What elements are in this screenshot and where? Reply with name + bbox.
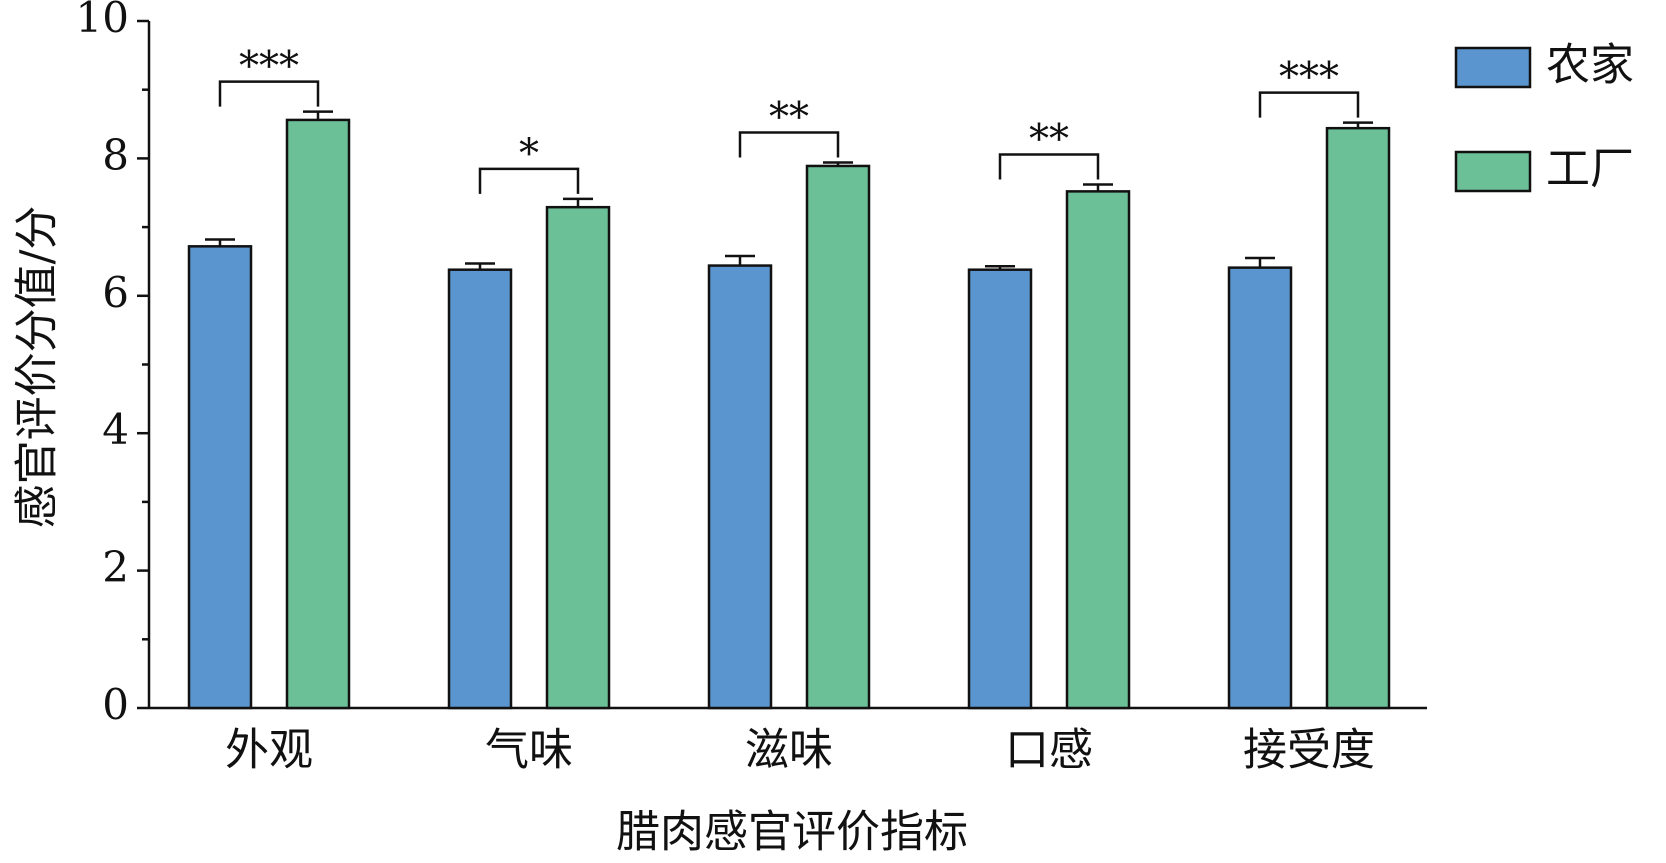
bar: [707, 264, 773, 710]
bar: [187, 245, 253, 710]
significance-bracket: [998, 153, 1100, 180]
bar: [545, 205, 611, 710]
y-tick-label: 8: [102, 130, 129, 179]
y-tick-label: 4: [102, 405, 129, 454]
x-tick-label: 接受度: [1243, 725, 1375, 776]
bar: [1227, 266, 1293, 710]
significance-bracket: [738, 131, 840, 158]
legend-label: 工厂: [1546, 144, 1634, 195]
y-axis-title: 感官评价分值/分: [12, 206, 63, 529]
bar: [967, 268, 1033, 710]
significance-label: ***: [1279, 55, 1339, 101]
bar: [1065, 190, 1131, 710]
legend-swatch: [1454, 46, 1532, 89]
y-tick-label: 0: [102, 680, 129, 729]
significance-bracket: [478, 167, 580, 194]
significance-label: ***: [239, 44, 299, 90]
y-tick-label: 6: [102, 268, 129, 317]
x-tick-label: 外观: [225, 725, 313, 776]
y-tick-label: 2: [102, 543, 129, 592]
x-axis-title: 腊肉感官评价指标: [616, 807, 968, 858]
bar: [1325, 126, 1391, 710]
significance-bracket: [1258, 91, 1360, 118]
bar: [285, 118, 351, 710]
significance-label: **: [769, 95, 809, 141]
x-tick-label: 滋味: [745, 725, 833, 776]
x-tick-label: 气味: [485, 725, 573, 776]
legend-label: 农家: [1546, 40, 1634, 91]
bar: [805, 164, 871, 710]
significance-label: *: [519, 131, 539, 177]
x-tick-label: 口感: [1005, 725, 1093, 776]
legend-swatch: [1454, 150, 1532, 193]
bar: [447, 268, 513, 710]
significance-bracket: [218, 80, 320, 107]
y-tick-label: 10: [76, 0, 129, 42]
significance-label: **: [1029, 117, 1069, 163]
